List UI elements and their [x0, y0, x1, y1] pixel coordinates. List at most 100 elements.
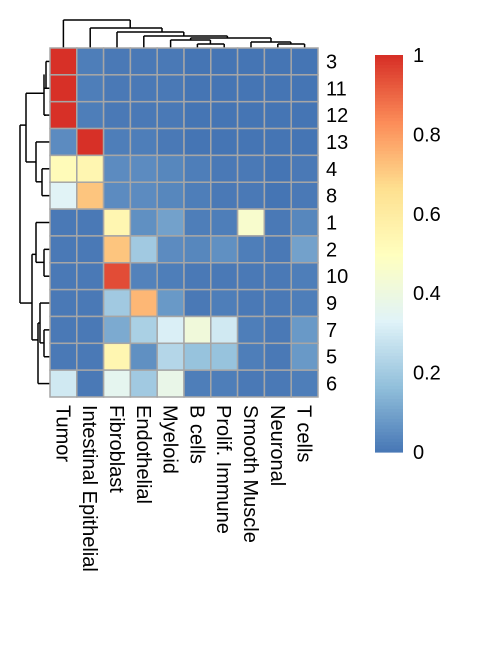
heatmap-cell-3-smooth-muscle [236, 47, 266, 76]
legend-gradient-strip [375, 78, 403, 83]
legend-gradient-strip [375, 276, 403, 281]
heatmap-cell-7-b-cells [183, 315, 212, 345]
heatmap-cell-8-fibroblast [102, 181, 132, 210]
heatmap-cell-9-neuronal [263, 288, 292, 318]
legend-gradient-strip [375, 438, 403, 443]
heatmap-cells [49, 47, 319, 398]
legend-gradient-strip [375, 207, 403, 212]
legend-gradient-strip [375, 399, 403, 403]
heatmap-cell-8-endothelial [129, 181, 158, 210]
legend-gradient-strip [375, 124, 403, 129]
heatmap-cell-11-tumor [49, 74, 78, 103]
heatmap-cell-11-myeloid [156, 74, 185, 103]
row-label-1: 1 [326, 213, 337, 235]
legend-gradient-strip [375, 243, 403, 248]
heatmap-cell-12-myeloid [156, 100, 185, 130]
legend-gradient-strip [375, 392, 403, 397]
legend-gradient-strip [375, 174, 403, 179]
heatmap-cell-9-intestinal-epithelial [76, 288, 105, 318]
heatmap-cell-6-t-cells [290, 369, 319, 398]
legend-gradient-strip [375, 137, 403, 142]
heatmap-cell-10-t-cells [290, 262, 319, 291]
row-label-12: 12 [326, 105, 348, 127]
heatmap-cell-12-prolif-immune [210, 100, 239, 130]
column-dendrogram [62, 19, 306, 48]
row-label-5: 5 [326, 347, 337, 369]
legend-gradient-strip [375, 263, 403, 268]
legend-gradient-strip [375, 329, 403, 334]
heatmap-cell-6-tumor [49, 369, 78, 398]
heatmap-cell-1-tumor [49, 208, 78, 237]
heatmap-cell-12-smooth-muscle [236, 100, 266, 130]
heatmap-cell-8-prolif-immune [210, 181, 239, 210]
legend-gradient-strip [375, 74, 403, 79]
heatmap-cell-11-t-cells [290, 74, 319, 103]
legend-gradient-strip [375, 395, 403, 400]
heatmap-cell-9-endothelial [129, 288, 158, 318]
legend-gradient-strip [375, 309, 403, 314]
heatmap-cell-12-fibroblast [102, 100, 132, 130]
legend-gradient-strip [375, 408, 403, 413]
legend-gradient-strip [375, 428, 403, 433]
heatmap-cell-11-neuronal [263, 74, 292, 103]
legend-gradient-strip [375, 283, 403, 288]
legend-gradient-strip [375, 279, 403, 284]
row-label-6: 6 [326, 374, 337, 396]
heatmap-cell-5-endothelial [129, 342, 158, 371]
legend-gradient-strip [375, 154, 403, 159]
legend-gradient-strip [375, 61, 403, 66]
legend-gradient-strip [375, 313, 403, 317]
heatmap-cell-3-myeloid [156, 47, 185, 76]
row-label-3: 3 [326, 51, 337, 73]
legend-gradient-strip [375, 230, 403, 235]
row-label-13: 13 [326, 132, 348, 154]
legend-gradient-strip [375, 190, 403, 195]
heatmap-cell-3-neuronal [263, 47, 292, 76]
heatmap-cell-6-neuronal [263, 369, 292, 398]
heatmap-cell-10-neuronal [263, 262, 292, 291]
heatmap-cell-1-neuronal [263, 208, 292, 237]
legend-gradient-strip [375, 266, 403, 271]
legend-gradient-strip [375, 372, 403, 377]
legend-gradient-strip [375, 342, 403, 347]
column-label-myeloid: Myeloid [159, 405, 181, 474]
heatmap-cell-10-fibroblast [102, 262, 132, 291]
heatmap-cell-12-tumor [49, 100, 78, 130]
legend-gradient-strip [375, 326, 403, 331]
legend-tick-label: 0 [413, 442, 424, 464]
legend-gradient-strip [375, 68, 403, 73]
legend-gradient-strip [375, 319, 403, 324]
legend-tick-label: 0.2 [413, 363, 441, 385]
legend-gradient-strip [375, 121, 403, 126]
row-label-7: 7 [326, 320, 337, 342]
heatmap-cell-13-prolif-immune [210, 127, 239, 157]
column-label-smooth-muscle: Smooth Muscle [239, 405, 261, 543]
legend-gradient-strip [375, 405, 403, 410]
legend-gradient-strip [375, 445, 403, 450]
heatmap-cell-4-intestinal-epithelial [76, 154, 105, 183]
legend-gradient-strip [375, 213, 403, 218]
heatmap-cell-5-prolif-immune [210, 342, 239, 371]
legend-gradient-strip [375, 336, 403, 341]
legend-gradient-strip [375, 270, 403, 274]
heatmap-cell-8-myeloid [156, 181, 185, 210]
heatmap-cell-13-fibroblast [102, 127, 132, 157]
legend-gradient-strip [375, 356, 403, 360]
legend-gradient-strip [375, 435, 403, 440]
heatmap-cell-1-t-cells [290, 208, 319, 237]
heatmap-cell-4-fibroblast [102, 154, 132, 183]
legend-gradient-strip [375, 369, 403, 374]
heatmap-cell-5-tumor [49, 342, 78, 371]
legend-tick-label: 0.8 [413, 124, 441, 146]
heatmap-cell-13-myeloid [156, 127, 185, 157]
legend-gradient-strip [375, 240, 403, 245]
legend-tick-label: 0.4 [413, 283, 441, 305]
heatmap-cell-3-fibroblast [102, 47, 132, 76]
heatmap-cell-9-myeloid [156, 288, 185, 318]
heatmap-cell-3-tumor [49, 47, 78, 76]
legend-gradient-strip [375, 389, 403, 394]
heatmap-cell-11-smooth-muscle [236, 74, 266, 103]
heatmap-cell-4-tumor [49, 154, 78, 183]
heatmap-cell-7-fibroblast [102, 315, 132, 345]
heatmap-cell-5-b-cells [183, 342, 212, 371]
